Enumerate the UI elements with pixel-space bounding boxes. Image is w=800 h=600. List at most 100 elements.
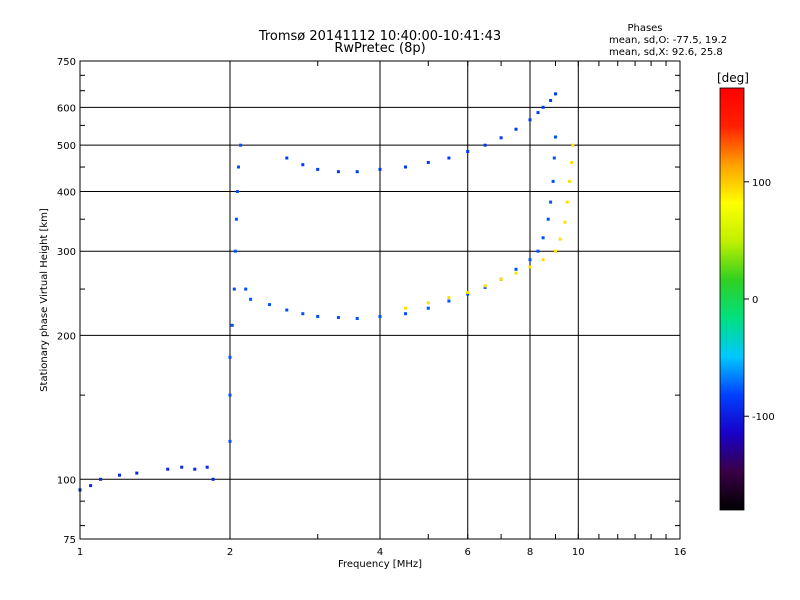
data-point [336,170,340,174]
data-point [301,163,305,167]
y-tick-label: 500 [57,141,76,152]
colorbar-tick-label: 100 [752,178,771,189]
data-point [541,236,545,240]
data-point [232,287,236,291]
colorbar [719,87,745,511]
y-tick-label: 75 [63,535,76,546]
chart-title: Tromsø 20141112 10:40:00-10:41:43 [258,29,501,44]
data-point [528,258,532,262]
x-tick-label: 1 [77,547,83,558]
data-point [549,99,553,102]
colorbar-ticks: 100 0 -100 [744,178,775,423]
data-point [552,156,556,160]
data-point [514,271,518,275]
data-point [378,315,382,318]
data-points [78,92,575,492]
data-point [554,92,557,96]
y-tick-label: 750 [57,57,76,68]
x-tick-label: 6 [465,547,471,558]
data-point [235,190,239,193]
colorbar-unit: [deg] [717,71,749,85]
data-point [541,258,545,262]
data-point [135,471,139,475]
data-point [228,355,232,359]
data-point [316,167,320,171]
colorbar-tick-label: 0 [752,295,758,306]
data-point [551,179,555,183]
data-point [541,105,545,109]
chart-subtitle: RwPretec (8p) [334,41,425,56]
data-point [244,287,248,291]
data-point [570,161,574,164]
data-point [228,393,232,397]
data-point [211,477,215,481]
y-tick-label: 300 [57,247,76,258]
x-tick-label: 2 [227,547,233,558]
data-point [447,296,451,299]
data-point [499,277,503,281]
data-point [180,465,184,469]
data-point [536,249,540,253]
data-point [285,308,289,312]
data-point [554,135,557,139]
data-point [404,312,407,316]
data-point [234,217,238,221]
data-point [565,200,569,204]
data-point [546,217,550,221]
data-point [355,317,359,320]
y-tick-label: 600 [57,103,76,114]
x-tick-label: 4 [377,547,383,558]
data-point [447,156,451,160]
y-tick-label: 400 [57,187,76,198]
y-tick-label: 100 [57,475,76,486]
data-point [316,315,320,318]
x-tick-label: 16 [674,547,687,558]
x-axis-label: Frequency [MHz] [338,559,422,570]
data-point [447,299,451,303]
data-point [237,165,240,169]
grid [80,61,680,539]
x-tick-label: 8 [527,547,533,558]
data-point [336,316,340,319]
x-ticks: 1 2 4 6 8 10 16 [77,61,687,558]
data-point [483,284,487,288]
data-point [499,136,503,140]
data-point [89,484,93,488]
data-point [426,161,430,164]
data-point [166,467,170,471]
data-point [285,156,289,160]
x-tick-label: 10 [572,547,585,558]
colorbar-tick-label: -100 [752,412,775,423]
data-point [571,143,575,147]
data-point [193,467,197,471]
data-point [99,477,103,481]
data-point [554,249,557,253]
data-point [239,143,243,147]
phases-header: Phases [627,23,662,34]
data-point [466,150,470,153]
data-point [514,127,518,131]
data-point [228,439,232,443]
y-tick-label: 200 [57,331,76,342]
data-point [483,285,487,289]
data-point [483,143,487,147]
data-point [528,118,532,122]
data-point [563,220,567,224]
data-point [549,200,553,204]
data-point [528,265,532,269]
data-point [426,301,430,305]
data-point [301,312,305,316]
data-point [404,165,407,169]
y-ticks: 75 100 200 300 400 500 600 750 [57,57,680,546]
data-point [205,465,209,469]
data-point [378,167,382,171]
phases-mean-x: mean, sd,X: 92.6, 25.8 [609,47,723,58]
data-point [558,237,562,241]
data-point [233,249,237,253]
data-point [118,473,121,477]
data-point [568,179,571,183]
data-point [355,170,359,174]
phases-mean-o: mean, sd,O: -77.5, 19.2 [609,35,727,46]
data-point [404,306,407,310]
